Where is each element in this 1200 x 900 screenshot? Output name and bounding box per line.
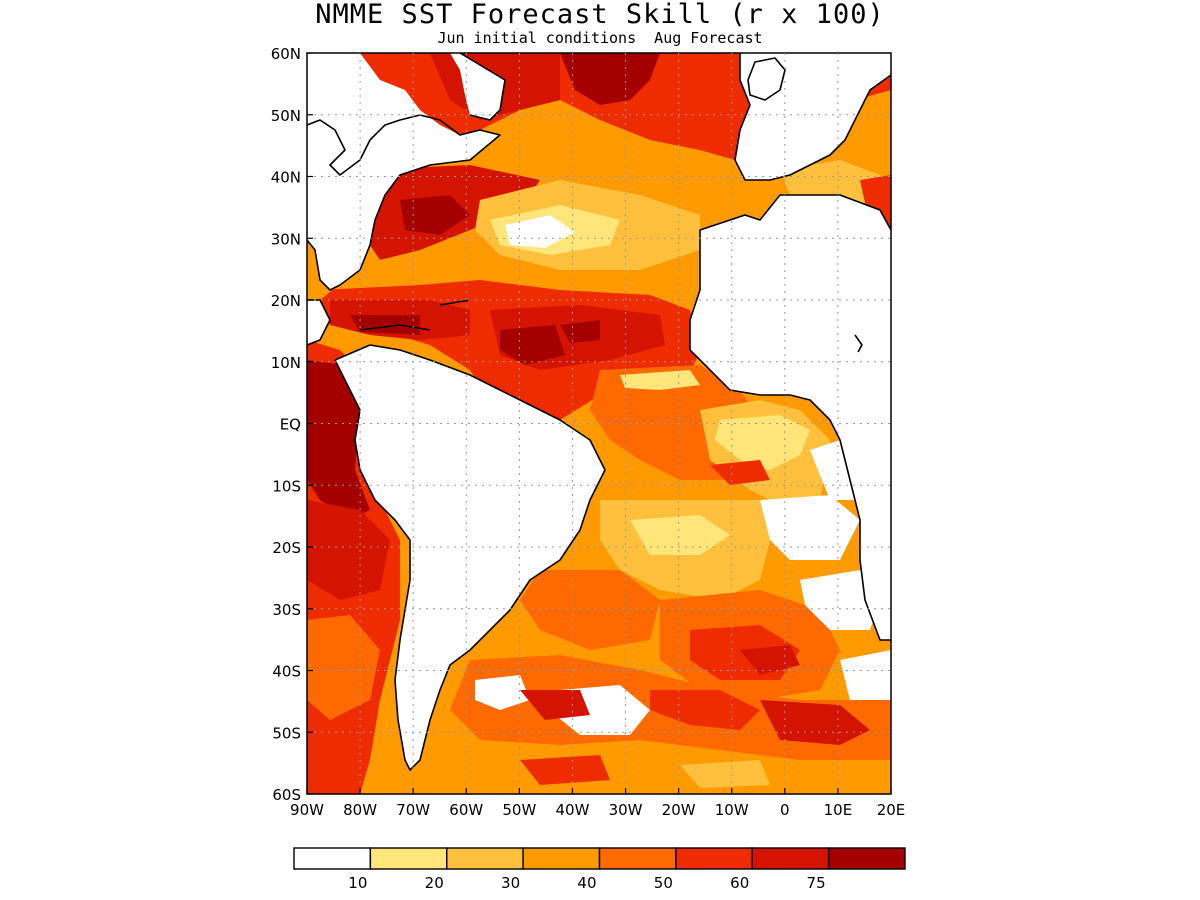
colorbar-label: 40 — [577, 874, 596, 892]
lat-tick-label: 30S — [272, 601, 301, 619]
lat-tick-label: 50N — [271, 107, 301, 125]
gridlines — [307, 53, 891, 794]
lon-tick-label: 50W — [502, 801, 536, 819]
lon-axis: 90W 80W 70W 60W 50W 40W 30W 20W 10W 0 10E 20E — [290, 788, 905, 819]
map-title: NMME SST Forecast Skill (r x 100) — [315, 0, 885, 30]
colorbar-label: 20 — [425, 874, 444, 892]
lon-tick-label: 20E — [877, 801, 906, 819]
colorbar-label: 10 — [348, 874, 367, 892]
colorbar-swatch — [446, 847, 524, 870]
colorbar-label: 60 — [730, 874, 749, 892]
lon-tick-label: 70W — [396, 801, 430, 819]
lon-tick-label: 80W — [343, 801, 377, 819]
lat-tick-label: EQ — [280, 416, 301, 434]
map-subtitle: Jun initial conditions Aug Forecast — [437, 29, 763, 47]
colorbar-swatch — [751, 847, 830, 870]
lat-tick-label: 30N — [271, 230, 301, 248]
colorbar-swatch — [293, 847, 372, 870]
lat-tick-label: 40S — [272, 663, 301, 681]
colorbar-label: 50 — [654, 874, 673, 892]
colorbar-swatch — [827, 847, 906, 870]
lat-tick-label: 60N — [271, 45, 301, 63]
lon-tick-label: 60W — [449, 801, 483, 819]
lat-tick-label: 10S — [272, 477, 301, 495]
lon-tick-label: 90W — [290, 801, 324, 819]
lat-tick-label: 50S — [272, 724, 301, 742]
lat-tick-label: 40N — [271, 169, 301, 187]
colorbar-label: 75 — [807, 874, 826, 892]
lon-tick-label: 40W — [555, 801, 589, 819]
lat-tick-label: 10N — [271, 354, 301, 372]
colorbar-swatch — [522, 847, 601, 870]
lat-tick-label: 20N — [271, 292, 301, 310]
colorbar-label: 30 — [501, 874, 520, 892]
skill-field — [307, 53, 891, 794]
colorbar-swatch — [598, 847, 677, 870]
lon-tick-label: 10W — [715, 801, 749, 819]
lat-tick-label: 60S — [272, 786, 301, 804]
colorbar-swatch — [369, 847, 448, 870]
lon-tick-label: 10E — [824, 801, 853, 819]
colorbar-swatch — [675, 847, 753, 870]
lat-tick-label: 20S — [272, 539, 301, 557]
lon-tick-label: 30W — [609, 801, 643, 819]
lon-tick-label: 0 — [780, 801, 790, 819]
lat-axis: 60N 50N 40N 30N 20N 10N EQ 10S 20S 30S 40S 50S 60S — [271, 45, 313, 804]
colorbar: 10 20 30 40 50 60 75 — [293, 847, 906, 892]
lon-tick-label: 20W — [662, 801, 696, 819]
